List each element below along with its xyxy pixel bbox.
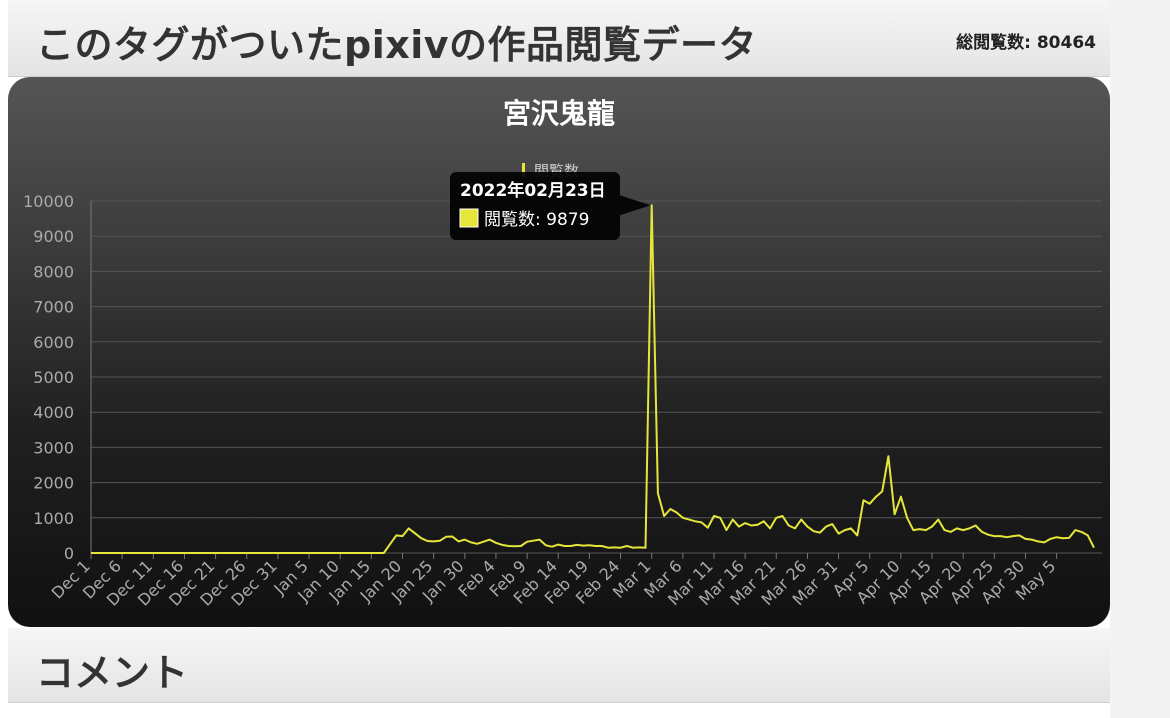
main-column: このタグがついたpixivの作品閲覧データ 総閲覧数: 80464 宮沢鬼龍 閲… <box>8 0 1110 703</box>
tooltip-pointer <box>620 195 651 216</box>
page-header: このタグがついたpixivの作品閲覧データ 総閲覧数: 80464 <box>8 0 1110 77</box>
y-tick-label: 8000 <box>33 262 74 281</box>
tooltip-box <box>450 172 620 240</box>
y-tick-label: 5000 <box>33 368 74 387</box>
tooltip-value: 閲覧数: 9879 <box>484 210 589 230</box>
y-tick-label: 3000 <box>33 438 74 457</box>
legend-swatch <box>522 163 525 177</box>
y-tick-label: 4000 <box>33 403 74 422</box>
y-tick-label: 6000 <box>33 333 74 352</box>
series-views <box>91 204 1095 554</box>
y-axis: 0 1000 2000 3000 4000 5000 6000 7000 8000 9000 100… <box>23 192 74 563</box>
tooltip-swatch <box>459 208 479 228</box>
comment-title: コメント <box>36 651 189 695</box>
chart-grid <box>90 200 1102 554</box>
y-tick-label: 0 <box>64 544 74 563</box>
y-tick-label: 2000 <box>33 474 74 493</box>
y-tick-label: 7000 <box>33 298 74 317</box>
views-line-chart[interactable]: 宮沢鬼龍 閲覧数 0100020003000400050006000700080… <box>8 77 1110 627</box>
comment-section-header: コメント <box>8 628 1110 703</box>
page-title: このタグがついたpixivの作品閲覧データ <box>36 23 758 67</box>
views-chart-card: 宮沢鬼龍 閲覧数 0 1000 2000 3000 4000 5000 6000 7000 80… <box>8 77 1110 627</box>
right-gutter <box>1110 0 1170 718</box>
y-tick-label: 9000 <box>33 227 74 246</box>
y-tick-label: 1000 <box>33 509 74 528</box>
chart-title: 宮沢鬼龍 <box>503 97 615 130</box>
tooltip-date: 2022年02月23日 <box>460 180 606 201</box>
total-views-count: 総閲覧数: 80464 <box>956 33 1096 53</box>
y-tick-label: 10000 <box>23 192 74 211</box>
series-line-views <box>91 204 1095 554</box>
